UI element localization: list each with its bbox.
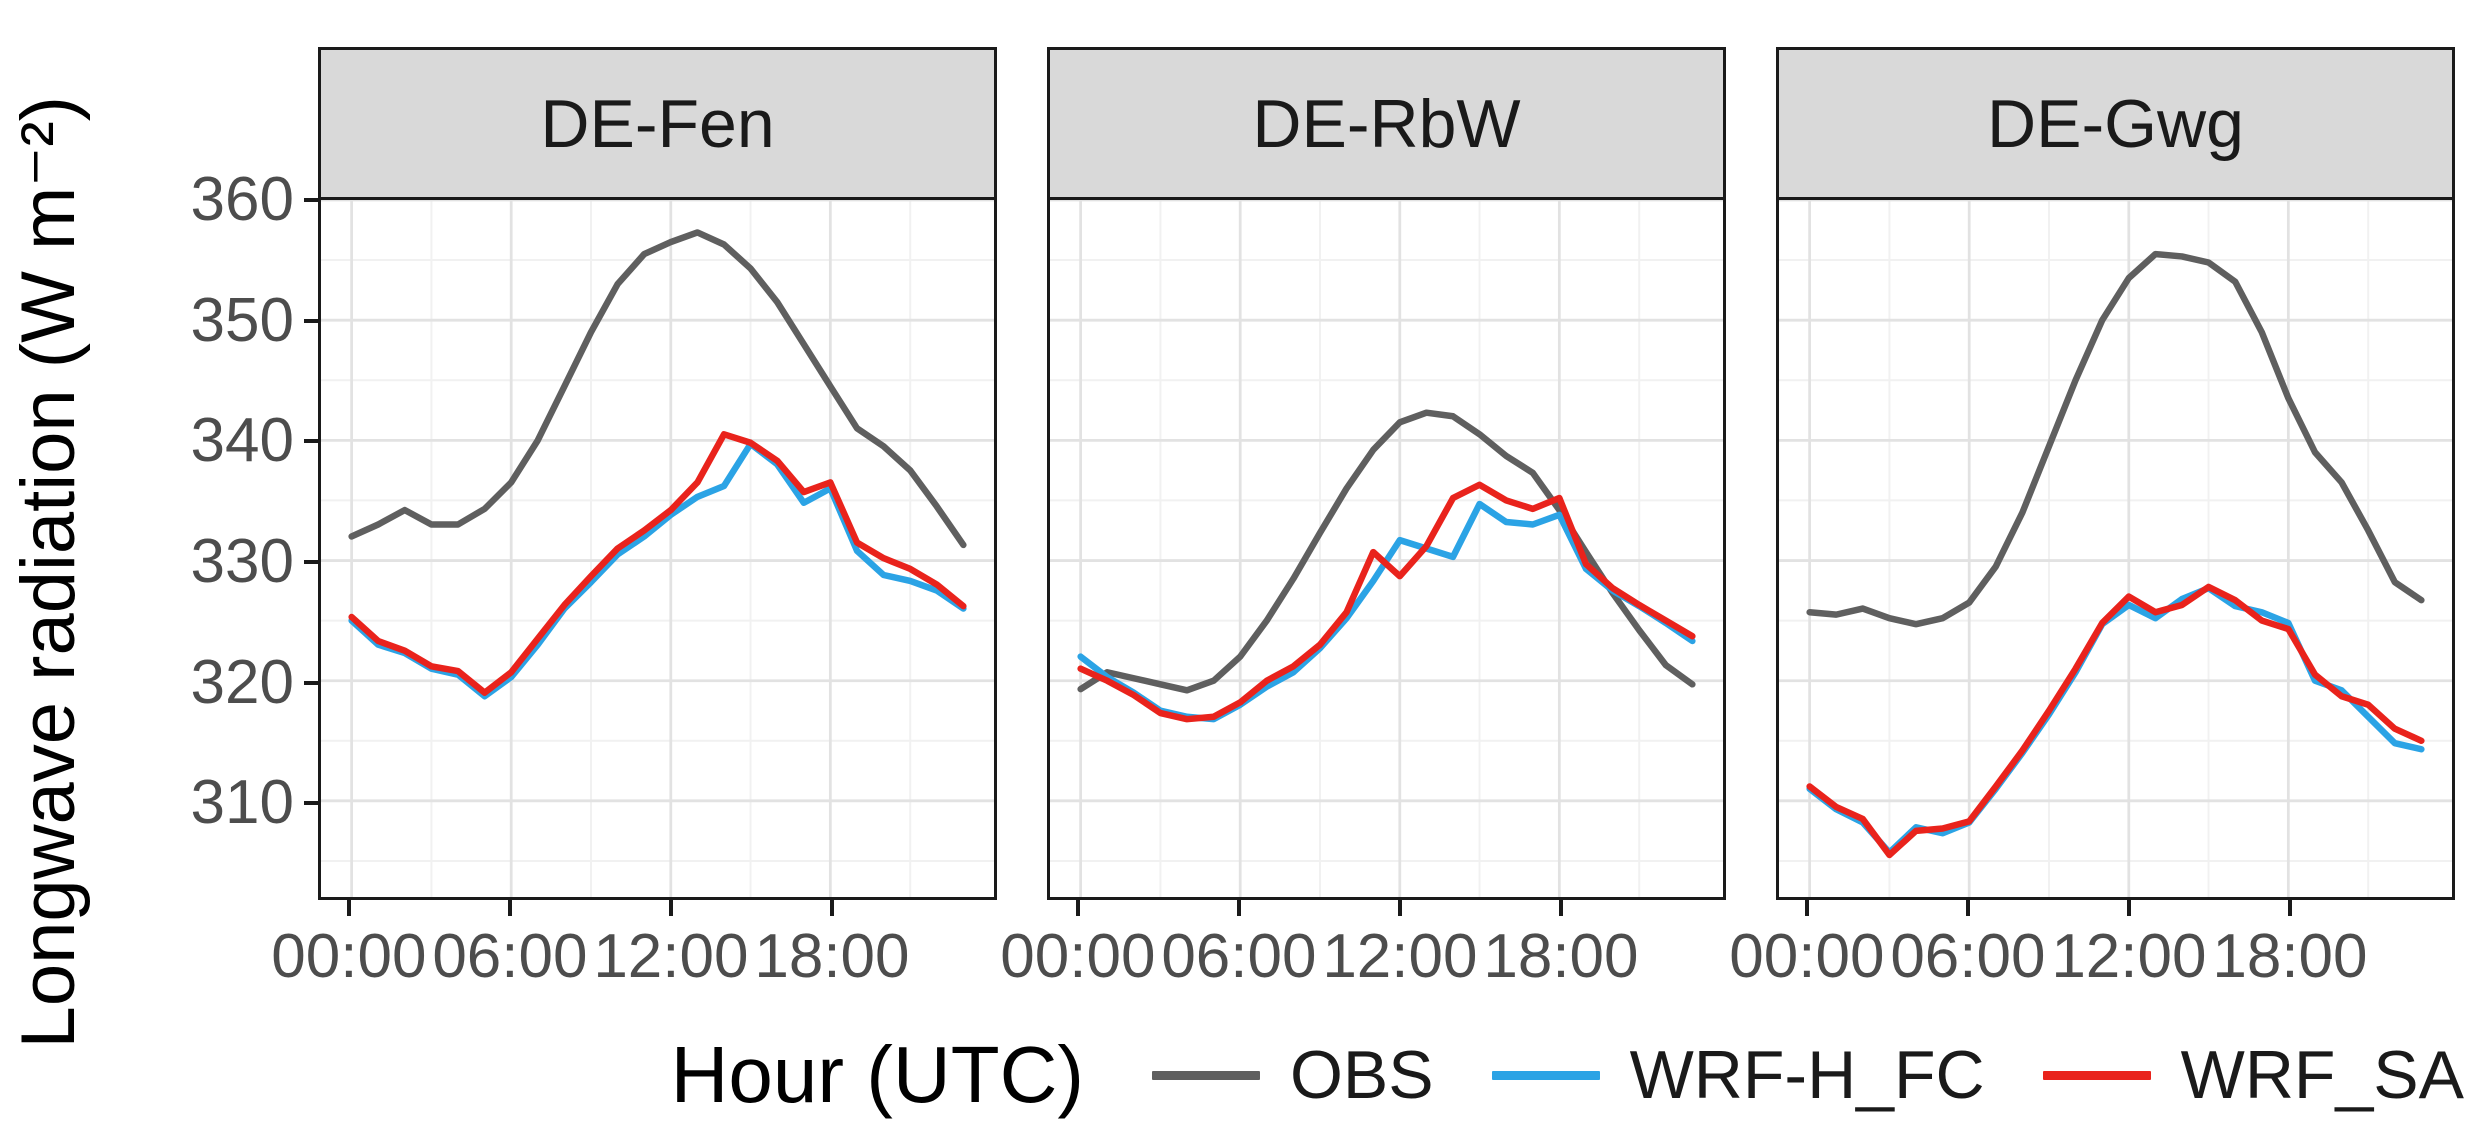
plot-area — [318, 197, 997, 900]
series-line-WRF-H_FC — [1806, 584, 2425, 856]
x-axis-title: Hour (UTC) — [670, 1030, 1084, 1119]
facet-strip-label: DE-Fen — [540, 85, 775, 162]
plot-svg — [1050, 200, 1723, 897]
x-tick-mark — [1397, 900, 1402, 916]
x-tick-label: 18:00 — [1483, 922, 1639, 991]
y-tick-mark — [304, 439, 318, 444]
y-tick-label: 330 — [190, 527, 294, 597]
legend-item-wrf-h-fc: WRF-H_FC — [1491, 1036, 1985, 1114]
x-tick-label: 12:00 — [2051, 922, 2207, 991]
x-tick-label: 12:00 — [593, 922, 749, 991]
legend-line-wrf-h-fc-icon — [1491, 1070, 1600, 1080]
x-tick-mark — [1558, 900, 1563, 916]
legend-line-wrf-sa-icon — [2042, 1070, 2151, 1080]
x-tick-label: 06:00 — [432, 922, 588, 991]
series-line-WRF-H_FC — [348, 440, 967, 700]
legend-item-obs: OBS — [1151, 1036, 1434, 1114]
facet-strip-label: DE-RbW — [1252, 85, 1521, 162]
legend-line-obs-icon — [1151, 1070, 1260, 1080]
y-tick-mark — [304, 198, 318, 202]
panel-de-gwg: DE-Gwg 00:00 06:00 12:00 18:00 — [1729, 47, 2455, 990]
x-tick-label: 00:00 — [1729, 922, 1885, 991]
x-tick-label: 06:00 — [1890, 922, 2046, 991]
plot-area — [1776, 197, 2455, 900]
y-tick-label: 320 — [190, 647, 294, 717]
y-axis: 310 320 330 340 350 360 — [0, 165, 318, 900]
plot-svg — [321, 200, 994, 897]
y-tick-mark — [304, 801, 318, 806]
x-tick-label: 18:00 — [754, 922, 910, 991]
x-tick-label: 00:00 — [1000, 922, 1156, 991]
x-axis: 00:00 06:00 12:00 18:00 — [1729, 900, 2455, 1010]
x-tick-label: 00:00 — [271, 922, 427, 991]
x-tick-mark — [1804, 900, 1809, 916]
series-line-WRF_SA — [348, 431, 967, 696]
y-tick-label: 340 — [190, 406, 294, 476]
panel-de-rbw: DE-RbW 00:00 06:00 12:00 18:00 — [1000, 47, 1726, 990]
facet-strip: DE-Fen — [318, 47, 997, 200]
y-tick-label: 350 — [190, 285, 294, 355]
x-tick-mark — [2287, 900, 2292, 916]
legend-item-wrf-sa: WRF_SA — [2042, 1036, 2464, 1114]
x-tick-mark — [668, 900, 673, 916]
x-tick-mark — [1075, 900, 1080, 916]
facet-strip: DE-Gwg — [1776, 47, 2455, 200]
panel-de-fen: DE-Fen 00:00 06:00 12:00 18:00 — [271, 47, 997, 990]
series-line-OBS — [1806, 250, 2425, 628]
y-tick-mark — [304, 560, 318, 565]
y-tick-label: 310 — [190, 768, 294, 838]
y-tick-mark — [304, 680, 318, 685]
x-tick-mark — [829, 900, 834, 916]
x-tick-mark — [2126, 900, 2131, 916]
x-tick-label: 12:00 — [1322, 922, 1478, 991]
x-tick-label: 06:00 — [1161, 922, 1317, 991]
facet-strip-label: DE-Gwg — [1987, 85, 2244, 162]
series-line-OBS — [348, 229, 967, 549]
series-line-OBS — [1077, 409, 1696, 694]
legend-label-wrf-sa: WRF_SA — [2180, 1037, 2464, 1113]
x-tick-mark — [1965, 900, 1970, 916]
x-tick-label: 18:00 — [2212, 922, 2368, 991]
x-axis: 00:00 06:00 12:00 18:00 — [271, 900, 997, 1010]
x-tick-mark — [507, 900, 512, 916]
y-tick-label: 360 — [190, 165, 294, 234]
series-line-WRF_SA — [1077, 481, 1696, 723]
legend-label-obs: OBS — [1289, 1037, 1434, 1113]
plot-svg — [1779, 200, 2452, 897]
plot-area — [1047, 197, 1726, 900]
x-axis: 00:00 06:00 12:00 18:00 — [1000, 900, 1726, 1010]
x-tick-mark — [1236, 900, 1241, 916]
facet-strip: DE-RbW — [1047, 47, 1726, 200]
series-line-WRF_SA — [1806, 583, 2425, 859]
x-tick-mark — [346, 900, 351, 916]
legend-label-wrf-h-fc: WRF-H_FC — [1629, 1037, 1985, 1113]
y-tick-mark — [304, 318, 318, 323]
bottom-row: Hour (UTC) OBS WRF-H_FC WRF_SA — [0, 1020, 2464, 1130]
